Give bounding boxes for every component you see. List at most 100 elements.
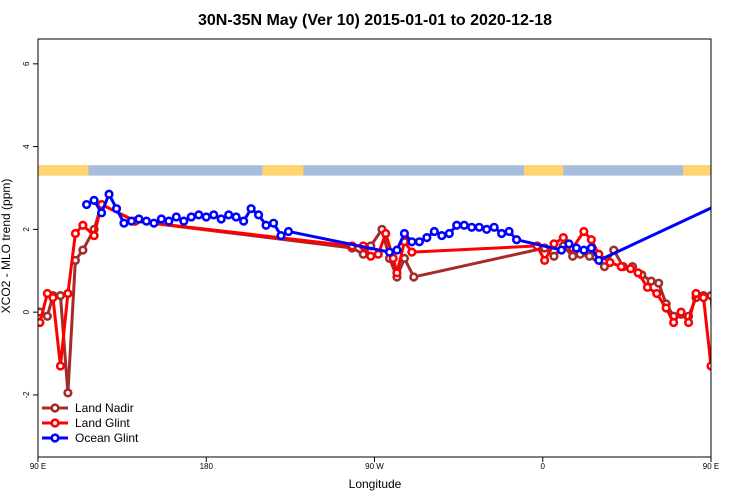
data-point (741, 226, 748, 233)
data-point (723, 257, 730, 264)
data-point (482, 224, 492, 234)
x-axis: 90 E 180 90 W 0 90 E (30, 457, 719, 471)
y-axis: -2 0 2 4 6 (22, 61, 38, 398)
data-point (683, 317, 694, 328)
data-point (730, 210, 737, 217)
data-point (171, 212, 181, 222)
data-point (384, 247, 395, 257)
data-point (715, 390, 722, 397)
data-point (186, 212, 196, 222)
data-point (646, 276, 656, 286)
y-tick-label: 4 (22, 144, 31, 149)
data-point (63, 288, 73, 299)
data-point (474, 222, 484, 232)
data-point (164, 216, 174, 226)
data-point (373, 249, 383, 259)
x-tick-label: 0 (541, 462, 546, 471)
legend-label: Land Glint (75, 416, 130, 430)
data-point (715, 290, 722, 297)
data-point (723, 230, 730, 237)
data-point (730, 247, 737, 254)
series-land-nadir (38, 199, 748, 398)
data-point (489, 222, 499, 232)
data-point (437, 230, 447, 241)
data-point (82, 199, 92, 210)
data-point (504, 226, 514, 237)
legend-marker (50, 418, 60, 428)
data-point (669, 317, 679, 328)
data-point (605, 257, 615, 268)
data-point (388, 253, 398, 263)
data-point (409, 272, 419, 282)
data-point (149, 218, 159, 228)
data-point (392, 245, 402, 255)
series-land-glint (38, 199, 748, 371)
data-point (549, 239, 559, 249)
data-point (444, 228, 454, 239)
data-point (179, 216, 189, 226)
data-point (55, 290, 66, 301)
x-tick-label: 90 E (703, 462, 719, 471)
data-point (452, 220, 462, 230)
data-point (414, 237, 424, 247)
y-tick-label: 2 (22, 227, 31, 232)
data-point (63, 388, 73, 398)
data-point (78, 220, 88, 230)
data-point (654, 278, 664, 288)
land-band (524, 165, 564, 176)
data-point (38, 317, 45, 328)
data-point (511, 235, 522, 245)
data-point (661, 303, 671, 313)
y-axis-label: XCO2 - MLO trend (ppm) (0, 179, 13, 314)
y-tick-label: -2 (22, 391, 31, 399)
data-point (745, 205, 750, 212)
data-point (70, 228, 80, 239)
series-line (39, 203, 711, 395)
data-point (738, 191, 745, 198)
data-point (126, 216, 137, 226)
data-point (381, 228, 391, 239)
data-point (399, 228, 410, 239)
data-point (715, 201, 722, 208)
x-tick-label: 180 (200, 462, 214, 471)
legend-label: Ocean Glint (75, 431, 139, 445)
data-point (698, 293, 709, 303)
data-point (676, 307, 686, 317)
legend-item: Land Nadir (42, 401, 134, 415)
data-point (156, 214, 166, 224)
data-point (48, 293, 58, 303)
data-point (283, 226, 294, 237)
y-tick-label: 0 (22, 309, 31, 314)
data-point (96, 208, 107, 218)
land-band (262, 165, 304, 176)
data-point (642, 282, 653, 292)
data-point (741, 232, 748, 239)
legend-label: Land Nadir (75, 401, 134, 415)
data-point (104, 189, 114, 199)
data-point (706, 361, 711, 371)
data-point (141, 216, 152, 226)
data-point (584, 251, 595, 261)
series-layer (38, 189, 750, 398)
data-point (652, 288, 662, 299)
land-band (38, 165, 89, 176)
data-point (119, 218, 129, 228)
data-point (224, 210, 234, 220)
data-point (549, 251, 559, 261)
data-point (276, 230, 286, 241)
data-point (253, 210, 264, 220)
data-point (594, 255, 604, 266)
data-point (626, 264, 636, 274)
legend-marker (50, 433, 60, 443)
data-point (239, 216, 249, 226)
data-point (723, 197, 730, 204)
data-point (556, 245, 567, 255)
data-point (540, 255, 550, 266)
land-band (682, 165, 711, 176)
data-point (366, 251, 376, 261)
data-point (42, 311, 52, 321)
data-point (246, 204, 256, 214)
data-point (459, 220, 469, 230)
data-point (268, 218, 279, 228)
